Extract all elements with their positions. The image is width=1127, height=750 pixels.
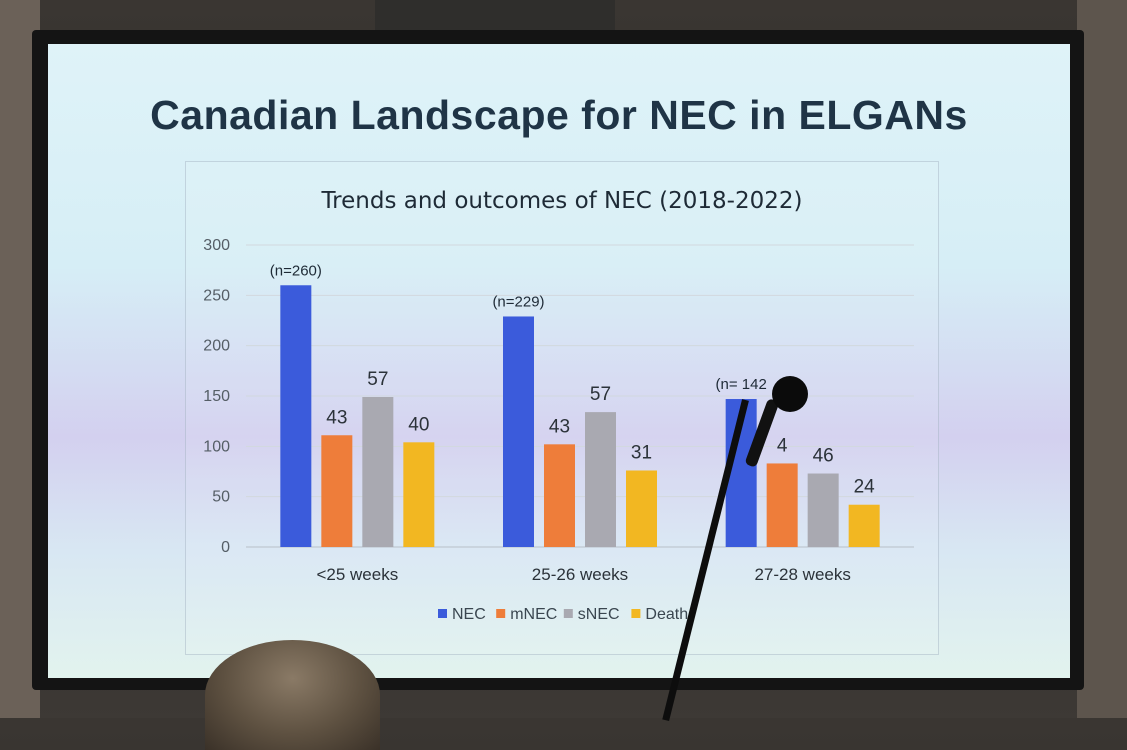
y-tick-label: 200 xyxy=(203,338,230,355)
legend-label: sNEC xyxy=(578,606,620,623)
category-label: 25-26 weeks xyxy=(532,565,628,584)
n-count-label: (n=229) xyxy=(492,293,544,310)
bar-snec xyxy=(807,473,839,547)
data-label: 4 xyxy=(777,435,788,456)
data-label: 40 xyxy=(408,414,429,435)
legend-swatch xyxy=(438,609,447,618)
microphone-icon xyxy=(772,376,808,412)
y-tick-label: 150 xyxy=(203,388,230,405)
legend-item-nec: NEC xyxy=(438,606,486,623)
legend-label: NEC xyxy=(452,606,486,623)
legend-swatch xyxy=(631,609,641,618)
y-tick-label: 300 xyxy=(203,237,230,254)
y-tick-label: 50 xyxy=(212,489,230,506)
legend-swatch xyxy=(563,609,573,618)
y-tick-label: 100 xyxy=(203,438,230,455)
chart-panel: Trends and outcomes of NEC (2018-2022) 0… xyxy=(185,161,939,655)
n-count-label: (n=260) xyxy=(270,262,322,279)
y-axis-ticks: 0 50 100 150 200 250 300 xyxy=(203,237,230,556)
bar-chart: Trends and outcomes of NEC (2018-2022) 0… xyxy=(203,188,914,623)
n-count-label: (n= 142 xyxy=(716,376,767,393)
bar-mnec xyxy=(766,463,798,547)
legend-item-death: Death xyxy=(631,606,688,623)
bar-death xyxy=(626,470,657,547)
bar-snec xyxy=(362,397,394,547)
bar-death xyxy=(848,504,880,547)
bar-nec xyxy=(280,285,312,547)
category-label: <25 weeks xyxy=(316,565,398,584)
bar-snec xyxy=(585,412,616,547)
legend-label: Death xyxy=(645,606,688,623)
bar-mnec xyxy=(544,444,575,547)
y-tick-label: 0 xyxy=(221,539,230,556)
data-label: 46 xyxy=(813,446,834,467)
legend-item-snec: sNEC xyxy=(563,606,620,623)
legend-item-mnec: mNEC xyxy=(496,606,557,623)
background-wall-right xyxy=(1077,0,1127,718)
category-label: 27-28 weeks xyxy=(754,565,850,584)
data-label: 43 xyxy=(549,416,570,437)
data-labels: (n=260) 43 57 40 (n=229) 43 57 31 (n= 142 4 46 24 xyxy=(270,262,875,497)
bars xyxy=(280,285,880,547)
data-label: 24 xyxy=(854,477,876,498)
bar-nec xyxy=(503,316,534,547)
y-tick-label: 250 xyxy=(203,287,230,304)
legend: NEC mNEC sNEC Death xyxy=(438,606,688,623)
slide-title: Canadian Landscape for NEC in ELGANs xyxy=(150,92,968,138)
chart-title: Trends and outcomes of NEC (2018-2022) xyxy=(321,188,803,214)
bar-mnec xyxy=(321,435,353,547)
data-label: 57 xyxy=(367,369,388,390)
audience-head xyxy=(205,640,380,750)
legend-label: mNEC xyxy=(510,606,557,623)
legend-swatch xyxy=(496,609,506,618)
x-axis-categories: <25 weeks 25-26 weeks 27-28 weeks xyxy=(316,565,850,584)
data-label: 57 xyxy=(590,384,611,405)
data-label: 31 xyxy=(631,442,652,463)
bar-death xyxy=(403,442,435,547)
presentation-screen: Canadian Landscape for NEC in ELGANs Tre… xyxy=(48,44,1070,678)
data-label: 43 xyxy=(326,407,347,428)
